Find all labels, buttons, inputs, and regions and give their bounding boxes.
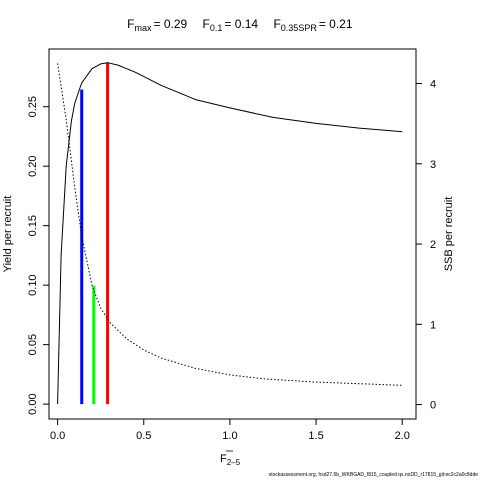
y-left-tick-label-1: 0.05 <box>27 334 39 355</box>
x-tick-label-0: 0.0 <box>50 430 65 442</box>
reference-lines <box>80 62 110 405</box>
x-tick-label-4: 2.0 <box>395 430 410 442</box>
y-right-tick-label-0: 0 <box>430 400 436 412</box>
y-left-tick-label-5: 0.25 <box>27 96 39 117</box>
y-axis-title-right: SSB per recruit <box>443 197 455 272</box>
x-tick-label-2: 1.0 <box>222 430 237 442</box>
fmax-sub: max <box>134 23 152 33</box>
x-tick-label-1: 0.5 <box>136 430 151 442</box>
fmax-label: F <box>127 17 134 31</box>
y-right-tick-label-3: 3 <box>430 159 436 171</box>
footer-text: stockassessment.org, hsd27.6b_WKBGAD_f81… <box>268 472 478 478</box>
chart-title: Fmax = 0.29 F0.1 = 0.14 F0.35SPR = 0.21 <box>127 17 353 33</box>
fmax-value: = 0.29 <box>154 17 188 31</box>
f01-label: F <box>203 17 210 31</box>
y-right-tick-label-2: 2 <box>430 239 436 251</box>
y-left-tick-label-2: 0.10 <box>27 274 39 295</box>
y-axis-title-left: Yield per recruit <box>2 196 14 273</box>
plot-frame <box>48 48 417 420</box>
ssb-per-recruit-line <box>57 63 403 386</box>
x-tick-label-3: 1.5 <box>308 430 323 442</box>
x-axis-title-sub: 2–5 <box>227 458 241 467</box>
y-right-tick-label-1: 1 <box>430 319 436 331</box>
y-left-tick-label-3: 0.15 <box>27 215 39 236</box>
yield-per-recruit-line <box>57 62 403 405</box>
y-right-tick-label-4: 4 <box>430 79 436 91</box>
y-left-tick-label-0: 0.00 <box>27 393 39 414</box>
x-axis-title: F2–5 <box>220 453 241 467</box>
axis-ticks: 0.0 0.5 1.0 1.5 2.0 0.00 0.05 0.10 0.15 0.20 0.25 0… <box>27 79 436 442</box>
f035-label: F <box>273 17 280 31</box>
f035-sub: 0.35SPR <box>281 23 318 33</box>
f01-sub: 0.1 <box>210 23 223 33</box>
series-lines <box>57 62 403 405</box>
x-axis-title-main: F <box>220 453 227 465</box>
y-left-tick-label-4: 0.20 <box>27 155 39 176</box>
f035-value: = 0.21 <box>319 17 353 31</box>
f01-value: = 0.14 <box>224 17 258 31</box>
